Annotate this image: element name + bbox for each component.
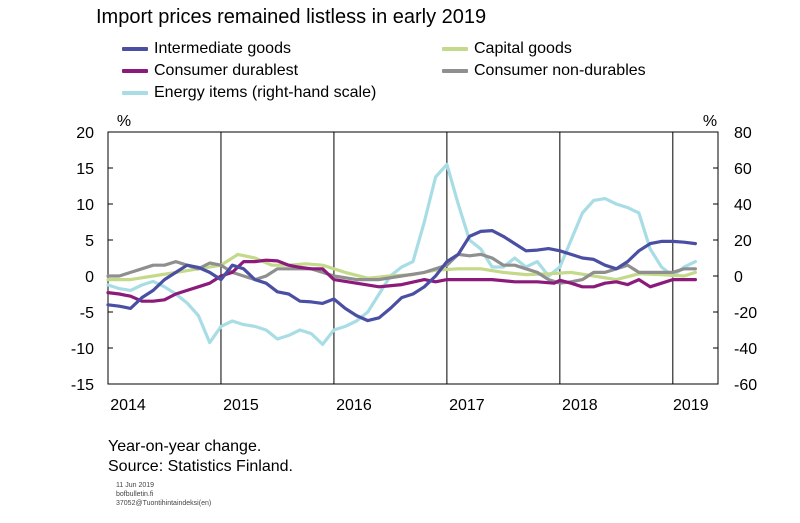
legend-item-consumer-non-durables: Consumer non-durables: [442, 62, 646, 80]
legend-label: Energy items (right-hand scale): [154, 84, 377, 101]
left-tick-label: 15: [76, 161, 94, 178]
legend-label: Intermediate goods: [154, 40, 291, 57]
right-tick-label: -40: [734, 341, 757, 358]
site-name: bofbulletin.fi: [116, 491, 154, 498]
right-tick-label: 80: [734, 125, 752, 142]
legend-item-consumer-durables: Consumer durablest: [122, 62, 298, 80]
legend-label: Consumer durablest: [154, 62, 299, 79]
series-line-consumer-durablest: [106, 258, 698, 303]
series-line-intermediate-goods: [106, 229, 698, 323]
legend-item-intermediate-goods: Intermediate goods: [122, 40, 291, 58]
left-tick-label: 0: [85, 269, 94, 286]
right-tick-label: -60: [734, 377, 757, 394]
right-tick-label: 20: [734, 233, 752, 250]
left-tick-label: -5: [80, 305, 94, 322]
left-tick-label: -10: [71, 341, 94, 358]
right-tick-label: 60: [734, 161, 752, 178]
left-axis-unit: %: [117, 113, 131, 130]
left-tick-label: 10: [76, 197, 94, 214]
right-tick-label: 0: [734, 269, 743, 286]
legend-swatch: [442, 47, 468, 51]
publish-date: 11 Jun 2019: [116, 482, 155, 489]
x-tick-label-2014: 2014: [110, 397, 146, 414]
plot-frame: [107, 131, 719, 385]
x-tick-label-2015: 2015: [223, 397, 259, 414]
chart-id: 37052@Tuontihintaindeksi(en): [116, 500, 212, 507]
legend-swatch: [122, 91, 148, 95]
chart-title: Import prices remained listless in early…: [96, 6, 487, 28]
legend-label: Consumer non-durables: [474, 62, 646, 79]
right-axis-unit: %: [703, 113, 717, 130]
legend-label: Capital goods: [474, 40, 572, 57]
legend-swatch: [122, 69, 148, 73]
left-tick-label: -15: [71, 377, 94, 394]
right-tick-label: 40: [734, 197, 752, 214]
legend-item-energy-items: Energy items (right-hand scale): [122, 84, 376, 102]
x-tick-label-2016: 2016: [336, 397, 372, 414]
footnote-note: Year-on-year change.: [108, 438, 262, 455]
left-tick-label: 5: [85, 233, 94, 250]
x-tick-label-2019: 2019: [673, 397, 709, 414]
right-tick-label: -20: [734, 305, 757, 322]
legend-swatch: [122, 47, 148, 51]
series-line-capital-goods: [106, 252, 698, 282]
x-tick-label-2017: 2017: [449, 397, 485, 414]
series-line-energy-items-right-hand-scale: [106, 162, 698, 346]
legend-swatch: [442, 69, 468, 73]
legend-item-capital-goods: Capital goods: [442, 40, 572, 58]
footnote-source: Source: Statistics Finland.: [108, 458, 293, 475]
x-tick-label-2018: 2018: [562, 397, 598, 414]
left-tick-label: 20: [76, 125, 94, 142]
